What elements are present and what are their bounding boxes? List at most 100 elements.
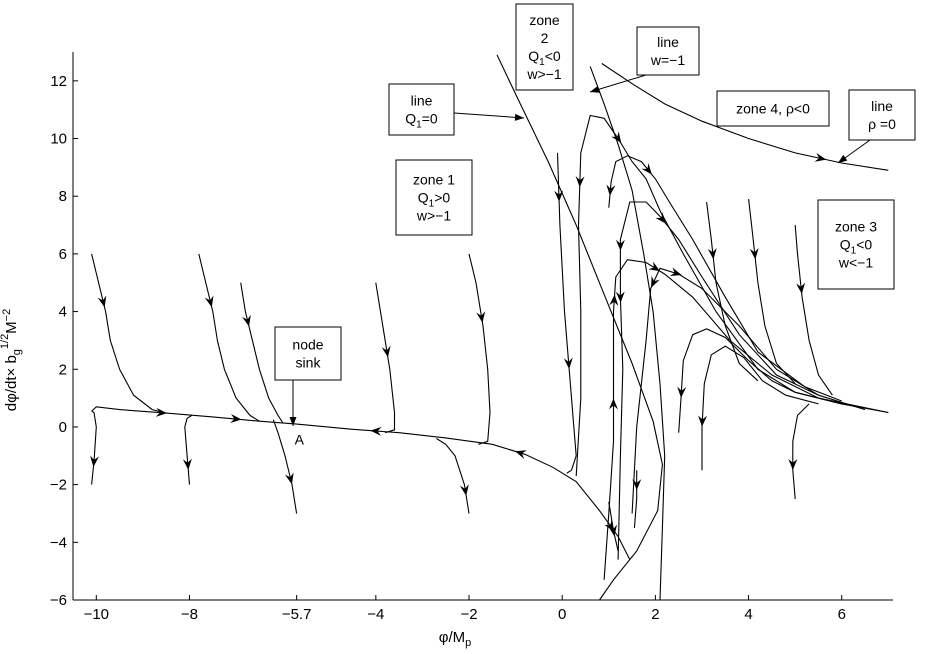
annotation-text-part: Q [418,190,429,206]
flow-arrow [515,450,527,459]
y-tick-label: −6 [50,592,67,609]
annotation-box [636,26,700,76]
annotation-pointer-head [289,417,297,426]
annotation-zone-3: zone 3Q1<0w<−1 [817,199,895,290]
trajectory-t-mid-3 [468,253,491,445]
axis-ticks: −10 −8 −5.7 −4 −2 0 2 4 6 −6 −4 −2 0 2 4 6 8 10 12 [50,73,846,623]
flow-arrow [611,131,622,144]
trajectory-t-right-5 [794,225,833,396]
flow-arrow [230,414,242,423]
annotation-box [515,3,574,91]
annotation-text-part: 1 [416,120,422,131]
annotation-line: zone 3 [835,219,877,235]
annotation-text-part: line [411,93,433,109]
x-tick-label: −10 [84,606,109,623]
annotation-line: ρ =0 [868,116,896,132]
trajectory-t-center-2 [575,114,889,477]
annotation-text-part: node [292,337,323,353]
annotation-text-part: Q [840,237,851,253]
flow-arrow [749,247,759,260]
flow-arrow [575,176,585,188]
trajectory-t-center-3 [608,155,842,402]
flow-arrow [97,295,107,308]
annotation-text-part: Q [528,48,539,64]
flow-arrow [632,479,642,491]
annotation-text-part: w<−1 [838,255,873,271]
flow-arrow [677,386,687,398]
annotation-line: zone 4, ρ<0 [736,101,810,117]
annotation-pointer-head [838,154,848,163]
annotation-text-part: Q [405,111,416,127]
trajectory-t-center-5 [603,259,889,580]
flow-arrow [554,190,564,202]
annotation-pointer-head [590,86,600,93]
annotation-text-part: w>−1 [526,66,561,82]
y-tick-label: 12 [50,73,67,90]
x-tick-label: 4 [744,606,752,623]
flow-arrow [698,415,708,427]
x-tick-label: 6 [838,606,846,623]
y-tick-label: 4 [59,304,67,321]
annotation-text-part: zone 1 [413,172,455,188]
point-a-label: A [295,432,305,448]
trajectory-t-right-6 [792,403,810,500]
flow-arrows [90,131,827,537]
annotation-text-part: zone 4, ρ<0 [736,101,810,117]
annotation-line: w<−1 [838,255,873,271]
annotation-line: zone 1 [413,172,455,188]
trajectory-t-left-1 [91,253,167,414]
annotation-line: 2 [541,30,549,46]
flow-arrow [381,345,391,358]
annotation-line: Q1<0 [840,237,873,257]
annotation-text-part: line [871,98,893,114]
annotation-text-part: zone 3 [835,219,877,235]
annotation-text-part: ρ =0 [868,116,896,132]
flow-arrow [90,455,99,468]
annotation-box [848,89,916,141]
annotation-text-part: w>−1 [416,208,451,224]
annotation-zone-1: zone 1Q1>0w>−1 [395,159,473,236]
trajectory-t-mid-1 [375,282,396,434]
y-tick-label: 0 [59,419,67,436]
annotation-pointer-line [589,74,647,93]
annotation-text-part: 1 [539,57,545,68]
flow-arrow [459,484,469,496]
flow-arrow [563,357,573,369]
annotation-box [817,199,895,290]
flow-arrow [476,311,486,323]
annotation-text-part: <0 [856,237,872,253]
flow-arrow [204,295,214,308]
y-tick-label: 6 [59,246,67,263]
flow-arrow [655,212,666,224]
trajectory-t-center-1 [556,152,577,474]
trajectory-t-left-3 [198,253,260,422]
trajectory-line-q1-zero [496,54,663,601]
plot-area [72,52,893,601]
annotation-text-part: line [657,34,679,50]
trajectory-t-right-2 [701,345,819,471]
annotation-line: Q1=0 [405,111,438,131]
flow-arrow [814,152,827,162]
flow-arrow [615,239,625,251]
trajectory-t-left-6 [272,419,298,514]
trajectory-line-rho-zero [601,63,889,171]
annotation-text-part: sink [296,355,322,371]
y-tick-label: −2 [50,477,67,494]
annotation-text-part: <0 [545,48,561,64]
x-axis-label: φ/Mp [439,629,472,649]
annotation-zone-4: zone 4, ρ<0 [716,90,830,127]
annotation-line: w>−1 [416,208,451,224]
flow-arrow [155,407,168,417]
annotation-line: line [871,98,893,114]
annotation-line: w=−1 [650,52,685,68]
annotation-text-part: 1 [429,199,435,210]
flow-arrow [641,163,652,175]
y-tick-label: 2 [59,361,67,378]
flow-arrow [370,426,382,436]
annotation-text-part: 1 [851,246,857,257]
flow-arrow [669,267,682,277]
flow-arrow [609,294,619,306]
trajectory-t-center-6 [631,267,819,514]
